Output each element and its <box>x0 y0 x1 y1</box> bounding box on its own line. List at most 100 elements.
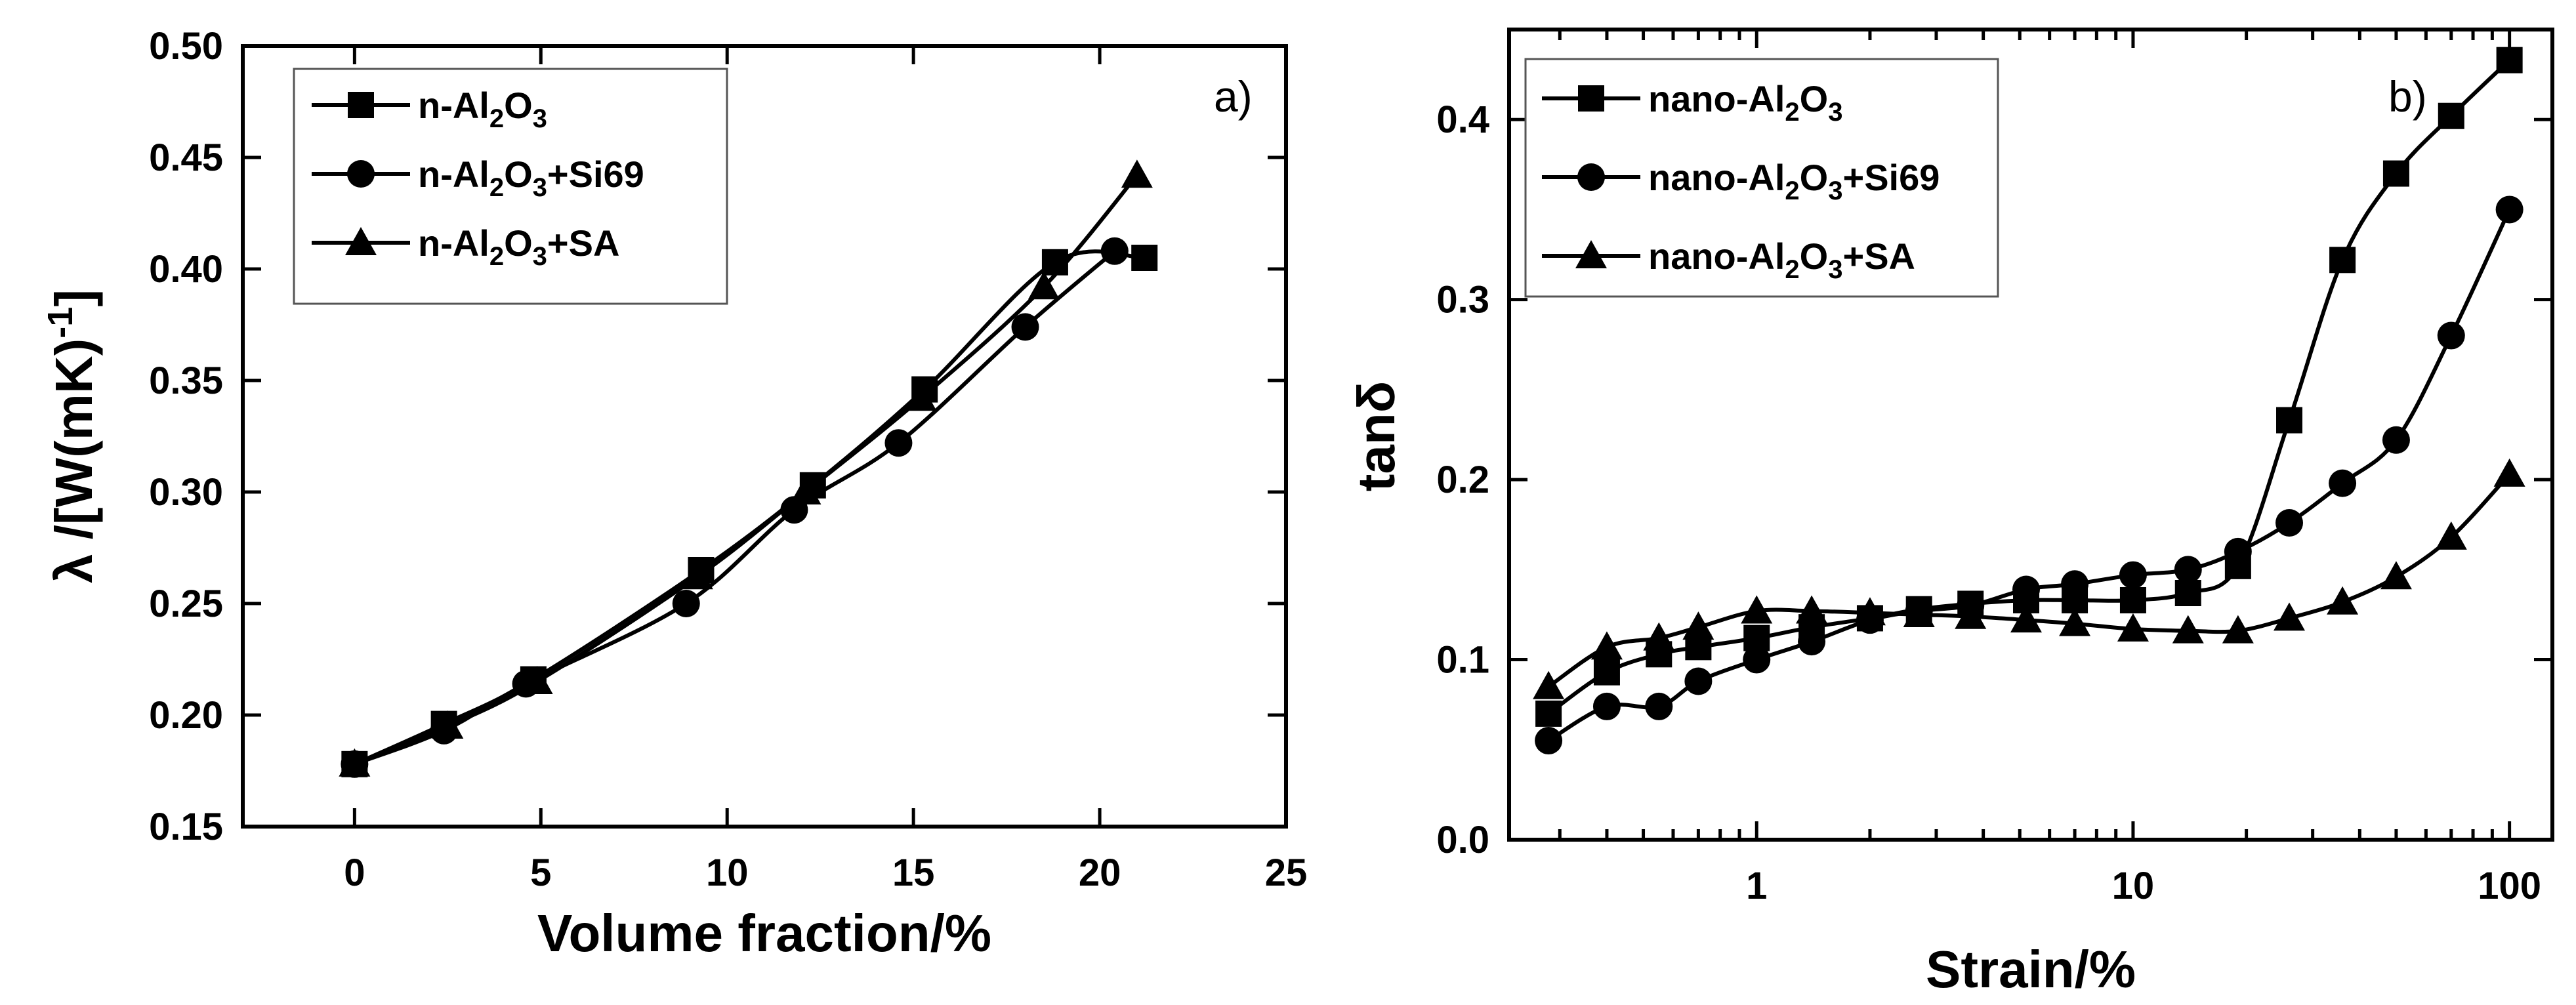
chart-b-data-point <box>2329 247 2356 274</box>
chart-a-data-point <box>1011 313 1039 341</box>
chart-b-y-tick-label: 0.4 <box>1436 98 1489 141</box>
chart-a-data-point <box>681 561 713 590</box>
chart-b-y-tick-label: 0.3 <box>1436 279 1489 321</box>
chart-a-panel-label: a) <box>1214 72 1253 121</box>
chart-b-data-point <box>2493 458 2525 487</box>
chart-b-y-axis-title: tanδ <box>1347 381 1405 492</box>
chart-b-data-point <box>2012 575 2041 604</box>
chart-a-y-tick-label: 0.45 <box>149 136 223 179</box>
chart-b: 1 10 100 0.00.10.20.30.4 nano-Al2O3nano-Al… <box>1347 28 2554 998</box>
chart-b-legend: nano-Al2O3 nano-Al2O3+Si69 nano-Al2O3+SA <box>1524 58 1999 298</box>
chart-b-data-point <box>2172 615 2204 644</box>
chart-a-y-axis-title: λ /[W(mK)-1] <box>41 289 103 583</box>
chart-b-data-point <box>2010 604 2043 633</box>
chart-b-legend-marker <box>1578 85 1604 112</box>
chart-b-data-point <box>1592 692 1621 720</box>
chart-b-data-point <box>2382 426 2410 454</box>
chart-a-x-tick-label: 20 <box>1079 851 1121 894</box>
chart-b-y-ticks: 0.0 0.1 0.2 0.3 0.4 <box>1436 98 2552 861</box>
chart-b-data-point <box>2119 586 2146 613</box>
chart-b-legend-label: nano-Al2O3+Si69 <box>1648 157 1940 205</box>
chart-a-legend-label: n-Al2O3 <box>418 85 547 133</box>
chart-b-data-point <box>1743 646 1771 674</box>
chart-b-legend-marker <box>1575 240 1607 268</box>
chart-b-data-point <box>1796 595 1828 624</box>
chart-a-x-tick-label: 15 <box>892 851 935 894</box>
chart-a-x-tick-label: 10 <box>706 851 749 894</box>
chart-a-data-point <box>339 748 371 777</box>
chart-b-data-point <box>1955 600 1987 629</box>
chart-a-data-point <box>1028 271 1060 300</box>
chart-b-data-point <box>2275 508 2304 537</box>
chart-b-data-point <box>1682 611 1714 640</box>
chart-a-y-tick-label: 0.50 <box>149 25 223 68</box>
chart-a-data-point <box>1131 245 1158 271</box>
chart-b-data-point <box>2174 556 2202 584</box>
chart-a-data-point <box>905 382 937 411</box>
chart-b-data-point <box>1533 670 1565 699</box>
chart-b-x-ticks: 1 10 100 <box>1558 30 2541 907</box>
chart-b-data-point <box>2382 160 2409 187</box>
chart-b-data-point <box>2274 602 2306 631</box>
chart-b-data-point <box>2496 47 2523 73</box>
chart-a-data-point <box>672 590 700 617</box>
chart-a-y-tick-label: 0.30 <box>149 471 223 514</box>
chart-a-y-ticks: 0.15 0.20 0.25 0.30 0.35 0.40 0.45 0.50 <box>149 25 1286 848</box>
chart-a-x-ticks: 0 5 10 15 20 25 <box>344 46 1307 894</box>
chart-b-y-tick-label: 0.1 <box>1436 639 1489 682</box>
chart-b-data-point <box>2437 321 2465 350</box>
chart-a-y-tick-label: 0.25 <box>149 583 223 625</box>
chart-a-series <box>339 159 1158 778</box>
chart-a-y-tick-label: 0.20 <box>149 694 223 737</box>
chart-a-legend-marker <box>345 227 377 255</box>
chart-a-x-tick-label: 25 <box>1265 851 1308 894</box>
chart-b-data-point <box>1798 628 1826 656</box>
chart-a-frame <box>241 44 1288 829</box>
chart-a-data-point <box>884 429 913 457</box>
chart-b-data-point <box>2435 521 2467 550</box>
chart-b-data-point <box>2438 102 2464 129</box>
chart-b-series <box>1533 47 2525 755</box>
chart-b-data-point <box>1590 631 1623 660</box>
chart-b-data-point <box>2495 195 2524 224</box>
chart-b-legend-marker <box>1577 163 1605 191</box>
chart-a-data-point <box>789 476 821 504</box>
chart-a-x-tick-label: 0 <box>344 851 365 894</box>
chart-b-data-point <box>2061 570 2089 598</box>
chart-b-data-point <box>1535 700 1562 727</box>
chart-b-data-point <box>2222 615 2254 644</box>
chart-b-data-point <box>2224 537 2252 565</box>
chart-b-data-point <box>1643 622 1675 651</box>
chart-b-legend-label: nano-Al2O3 <box>1648 78 1842 127</box>
chart-b-data-point <box>2117 613 2149 642</box>
chart-a-data-point <box>521 666 553 694</box>
chart-b-data-point <box>2059 607 2091 636</box>
chart-a-y-tick-label: 0.40 <box>149 248 223 291</box>
chart-a-data-point <box>1100 237 1129 265</box>
chart-b-y-tick-label: 0.2 <box>1436 459 1489 501</box>
chart-a-data-point <box>432 710 464 739</box>
chart-a-y-axis-title-close: ] <box>45 289 103 307</box>
chart-b-data-point <box>1535 727 1563 755</box>
chart-a-x-tick-label: 5 <box>530 851 551 894</box>
chart-b-data-point <box>2276 407 2303 434</box>
chart-b-data-point <box>2119 561 2147 589</box>
chart-b-data-point <box>1645 692 1673 720</box>
chart-b-frame <box>1507 28 2554 842</box>
chart-b-data-point <box>2327 586 2359 615</box>
chart-a-legend-label: n-Al2O3+SA <box>418 222 619 271</box>
chart-a-y-axis-title-main: λ /[W(mK) <box>45 338 103 583</box>
chart-b-x-tick-label: 1 <box>1746 865 1767 907</box>
chart-b-y-tick-label: 0.0 <box>1436 819 1489 861</box>
chart-a-series-line-3 <box>354 174 1139 766</box>
chart-b-legend-label: nano-Al2O3+SA <box>1648 236 1915 284</box>
chart-b-data-point <box>1854 597 1886 626</box>
chart-a-y-tick-label: 0.35 <box>149 359 223 402</box>
chart-b-data-point <box>1741 595 1773 624</box>
chart-b-x-axis-title: Strain/% <box>1926 940 2136 998</box>
chart-a-legend-marker <box>347 160 375 188</box>
chart-b-data-point <box>2380 561 2412 590</box>
chart-a-legend-marker <box>348 92 374 118</box>
chart-a: 0 5 10 15 20 25 0.150.200.250.300.350.400.450… <box>41 25 1307 962</box>
